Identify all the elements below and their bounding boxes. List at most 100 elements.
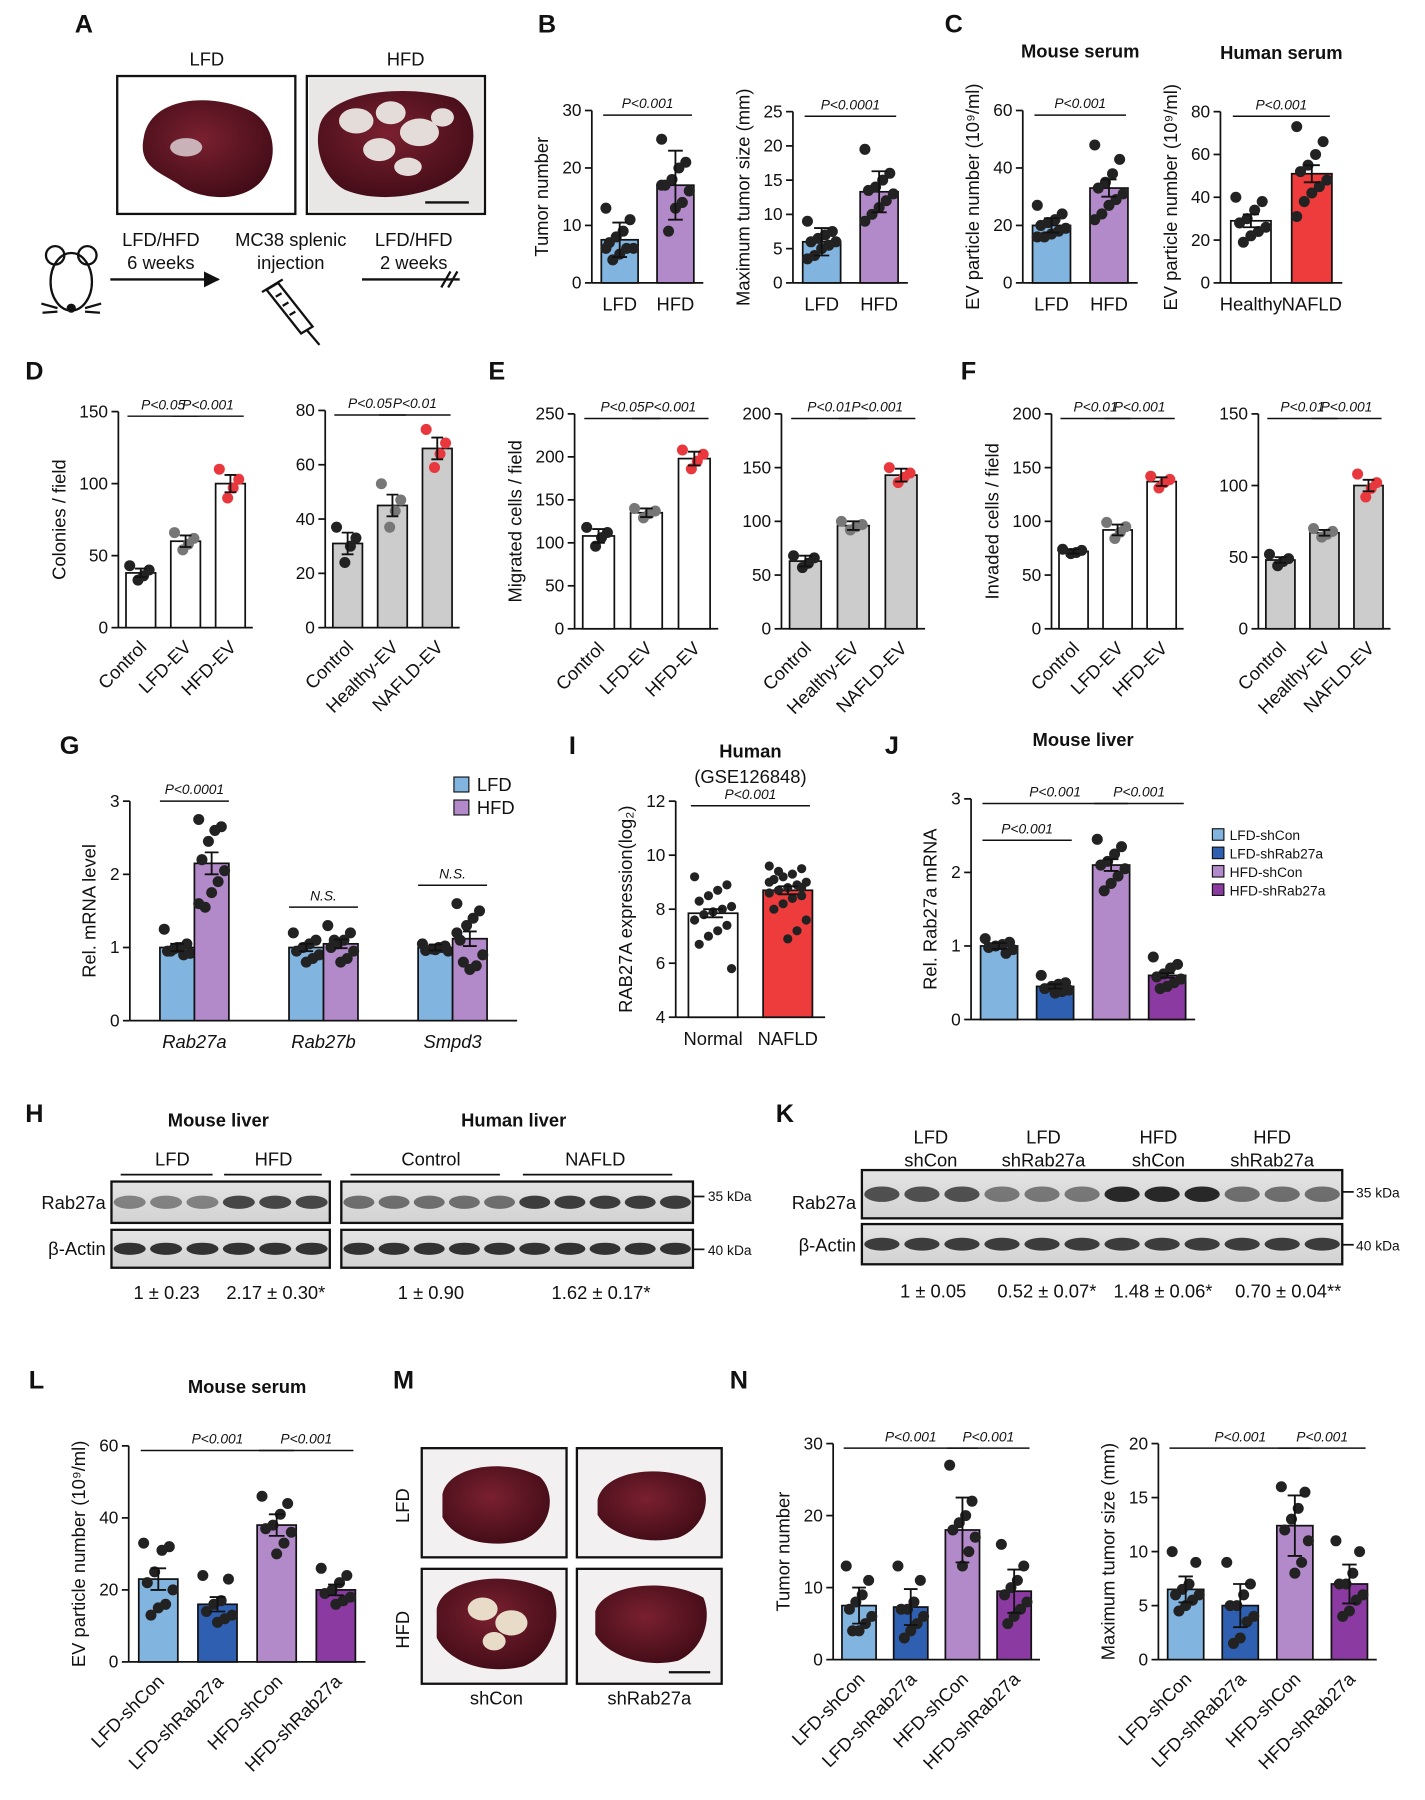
y-tick-label: 10 [763,204,782,224]
blot-band [378,1195,410,1209]
data-point [1119,863,1131,875]
bar [1102,529,1133,630]
error-bar [224,474,237,494]
x-tick-label: LFD [804,293,839,314]
panel-letter: A [75,10,93,38]
legend-label: HFD [477,797,515,818]
data-point [1166,1546,1178,1558]
significance-label: P<0.001 [1255,97,1307,112]
blot-band [554,1195,586,1209]
panel-letter: G [60,732,80,760]
data-point [1234,217,1246,229]
error-bar [703,908,723,919]
data-point [1089,214,1101,226]
bar [169,540,202,629]
y-tick-label: 60 [99,1436,118,1456]
data-point [792,926,802,936]
error-bar [209,1596,226,1613]
x-tick-label: LFD [1034,293,1069,314]
data-point [1031,199,1043,211]
y-tick-label: 150 [1219,404,1248,424]
y-tick-label: 0 [1138,1649,1148,1669]
x-tick-label: LFD [602,293,637,314]
bar [629,511,664,630]
blot-band [1224,1186,1260,1202]
blot-band [343,1242,375,1255]
data-point [1321,174,1333,186]
blot-band [1104,1237,1140,1251]
data-point [773,866,784,876]
data-point [947,1524,959,1536]
blot-band [413,1195,445,1209]
data-point [778,899,788,909]
blot-band [484,1195,516,1209]
step-text: 2 weeks [380,252,447,273]
data-point [1272,560,1284,572]
data-point [256,1490,268,1502]
data-point [222,492,234,504]
significance-label: P<0.001 [1214,1429,1266,1444]
group-label: HFD [1140,1127,1178,1148]
error-bar [1242,213,1259,229]
data-point [880,195,892,207]
data-point [656,133,668,145]
blot-frame [110,1228,331,1269]
data-point [177,544,189,556]
blot-band [343,1195,375,1209]
error-bar [1233,1583,1248,1629]
y-axis-label: EV particle number (10⁹/ml) [68,1441,89,1667]
bar [884,474,918,630]
data-point [167,1584,179,1596]
mouse-icon [41,244,102,314]
data-point [464,963,476,975]
y-tick-label: 10 [562,215,581,235]
data-point [887,188,899,200]
y-tick-label: 10 [804,1577,823,1597]
x-tick-label: HFD [1090,293,1128,314]
data-point [206,887,218,899]
legend-label: LFD [477,774,512,795]
data-point [1241,1616,1253,1628]
y-tick-label: 50 [752,565,771,585]
y-tick-label: 200 [536,447,565,467]
error-bar [1155,476,1168,487]
blot-frame [860,1168,1344,1220]
data-point [193,813,205,825]
bar [1353,484,1384,630]
data-point [713,926,723,936]
data-point [138,1537,150,1549]
x-tick-label: Rab27a [162,1031,226,1052]
data-point [862,184,874,196]
error-bar [1007,1568,1021,1614]
data-point [689,915,700,925]
error-bar [170,942,185,953]
data-point [911,1618,923,1630]
y-tick-label: 20 [562,158,581,178]
data-point [1354,1546,1366,1558]
data-point [694,939,704,949]
data-point [983,941,995,953]
significance-label: P<0.001 [1296,1429,1348,1444]
y-tick-label: 8 [656,899,666,919]
y-tick-label: 5 [1138,1595,1148,1615]
data-point [344,540,356,552]
data-point [1190,1556,1202,1568]
data-point [1352,468,1364,480]
data-point [1279,1524,1291,1536]
liver-photo [595,1585,707,1664]
data-point [152,1602,164,1614]
step-text: LFD/HFD [122,229,200,250]
data-point [1112,870,1124,882]
error-bar [1067,548,1080,555]
marker-label: 35 kDa [708,1189,752,1204]
blot-band [448,1242,480,1255]
bar [788,560,823,630]
data-point [1294,166,1307,178]
error-bar [150,1567,167,1591]
data-point [726,901,737,912]
tumors [339,101,454,177]
blot-band [554,1242,586,1255]
data-point [703,931,714,941]
data-point [322,920,334,932]
y-tick-label: 1 [951,936,961,956]
